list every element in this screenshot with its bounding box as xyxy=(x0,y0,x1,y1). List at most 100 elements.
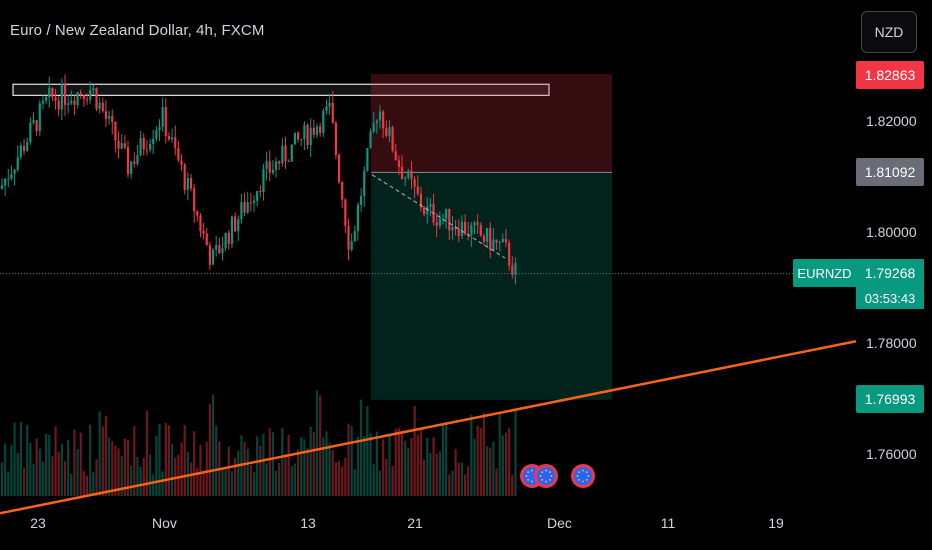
candle-body xyxy=(400,166,404,179)
candle-body xyxy=(108,115,111,119)
time-tick-label: 11 xyxy=(660,515,676,531)
volume-bar xyxy=(130,465,133,496)
volume-bar xyxy=(63,461,67,496)
target-price-tag: 1.76993 xyxy=(856,385,924,413)
candle-body xyxy=(240,202,243,220)
eu-flag-icon[interactable] xyxy=(534,464,558,488)
candle-body xyxy=(274,161,278,170)
event-star xyxy=(541,471,544,474)
event-star xyxy=(548,478,551,481)
candle-body xyxy=(312,127,315,135)
volume-bars xyxy=(0,390,517,496)
candle-body xyxy=(486,228,489,242)
candlesticks[interactable] xyxy=(0,74,517,285)
event-star xyxy=(545,480,547,483)
candle-body xyxy=(501,238,504,242)
volume-bar xyxy=(388,434,391,496)
candle-body xyxy=(237,219,240,232)
candle-body xyxy=(35,120,38,132)
volume-bar xyxy=(246,448,249,496)
volume-bar xyxy=(463,474,467,496)
candle-body xyxy=(196,211,199,216)
candle-body xyxy=(54,97,57,101)
economic-events[interactable] xyxy=(520,464,595,488)
volume-bar xyxy=(385,458,388,496)
candle-body xyxy=(145,149,148,151)
candle-body xyxy=(271,169,274,173)
volume-bar xyxy=(347,423,350,496)
volume-bar xyxy=(489,447,492,496)
volume-bar xyxy=(319,395,322,496)
volume-bar xyxy=(432,437,435,496)
volume-bar xyxy=(114,445,117,496)
candle-body xyxy=(79,92,82,96)
candle-body xyxy=(337,154,341,183)
candle-body xyxy=(57,100,60,110)
candle-body xyxy=(356,204,360,232)
candle-body xyxy=(353,231,356,242)
resistance-zone[interactable] xyxy=(12,83,550,96)
candle-body xyxy=(193,188,196,212)
candle-body xyxy=(211,249,215,265)
eu-flag-icon[interactable] xyxy=(571,464,595,488)
volume-bar xyxy=(155,435,158,496)
volume-bar xyxy=(492,441,495,496)
candle-body xyxy=(435,222,438,226)
candle-body xyxy=(249,202,252,204)
candle-body xyxy=(167,136,171,140)
candle-body xyxy=(92,88,95,91)
volume-bar xyxy=(82,471,85,496)
event-star xyxy=(578,478,581,481)
volume-bar xyxy=(208,404,211,496)
candle-body xyxy=(73,100,76,106)
short-position-tool[interactable] xyxy=(371,74,612,400)
entry-price-tag: 1.81092 xyxy=(856,158,924,186)
candle-body xyxy=(463,221,467,234)
candle-body xyxy=(334,122,337,155)
candle-body xyxy=(281,145,284,164)
time-tick-label: Nov xyxy=(152,515,177,531)
candle-body xyxy=(29,122,32,142)
candle-body xyxy=(479,224,482,236)
candle-body xyxy=(268,161,271,173)
volume-bar xyxy=(482,412,486,496)
candle-body xyxy=(114,122,117,141)
volume-bar xyxy=(123,438,126,496)
candle-body xyxy=(492,239,495,251)
volume-bar xyxy=(13,422,16,496)
candle-body xyxy=(369,131,372,149)
volume-bar xyxy=(145,410,148,496)
event-star xyxy=(585,478,588,481)
volume-bar xyxy=(514,409,517,496)
candle-body xyxy=(375,120,378,124)
volume-bar xyxy=(211,394,215,496)
currency-button[interactable]: NZD xyxy=(861,11,917,53)
volume-bar xyxy=(202,470,205,496)
volume-bar xyxy=(460,462,463,496)
candle-body xyxy=(438,218,441,226)
volume-bar xyxy=(297,449,300,496)
volume-bar xyxy=(397,427,400,496)
candle-body xyxy=(489,228,492,251)
volume-bar xyxy=(205,441,208,496)
candle-body xyxy=(218,245,221,254)
volume-bar xyxy=(306,448,309,496)
candle-body xyxy=(347,225,350,250)
candle-body xyxy=(451,227,454,231)
candle-body xyxy=(416,186,419,194)
target-zone xyxy=(371,172,612,400)
candle-body xyxy=(341,182,344,200)
volume-bar xyxy=(322,437,325,496)
candle-body xyxy=(26,141,29,151)
volume-bar xyxy=(287,434,290,496)
candle-body xyxy=(19,145,22,158)
volume-bar xyxy=(495,468,498,496)
volume-bar xyxy=(293,463,297,496)
candle-body xyxy=(256,190,259,201)
event-star xyxy=(576,475,579,477)
overlay-lines[interactable] xyxy=(0,174,857,515)
candle-body xyxy=(328,102,331,107)
candle-body xyxy=(265,161,268,169)
candle-body xyxy=(82,95,85,100)
